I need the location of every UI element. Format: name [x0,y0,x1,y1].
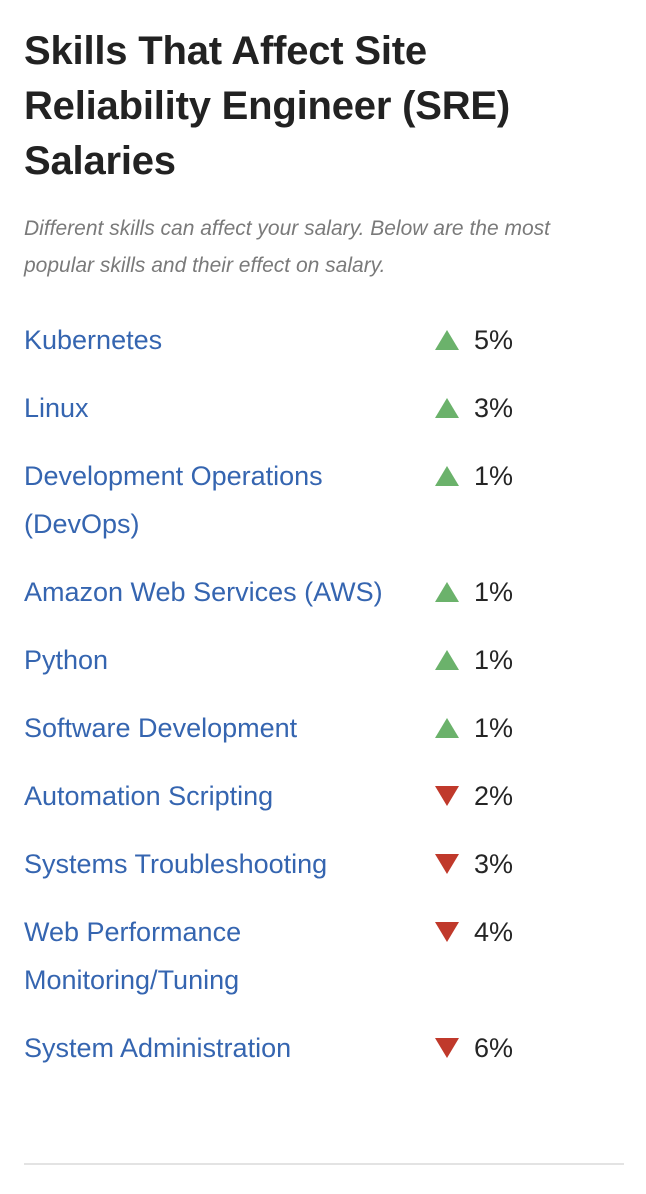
skill-effect-value: 1% [474,576,514,607]
up-arrow-icon [434,329,460,351]
skill-effect: 1% [434,452,513,500]
skill-effect-value: 1% [474,644,514,675]
up-arrow-icon [434,397,460,419]
skill-row: Web Performance Monitoring/Tuning 4% [24,908,622,1004]
up-arrow-icon [434,465,460,487]
skill-effect-value: 3% [474,392,514,423]
skill-link-web-performance[interactable]: Web Performance Monitoring/Tuning [24,917,242,995]
section-divider [24,1163,624,1165]
skill-effect: 1% [434,636,513,684]
skill-effect-value: 1% [474,460,514,491]
down-arrow-icon [434,921,460,943]
skill-link-automation-scripting[interactable]: Automation Scripting [24,781,274,811]
down-arrow-icon [434,1037,460,1059]
skills-list: Kubernetes 5% Linux 3% Development Opera… [24,316,622,1072]
skill-effect-value: 1% [474,712,514,743]
skill-row: Amazon Web Services (AWS) 1% [24,568,622,616]
skill-row: Kubernetes 5% [24,316,622,364]
skill-link-aws[interactable]: Amazon Web Services (AWS) [24,577,383,607]
skill-row: Development Operations (DevOps) 1% [24,452,622,548]
skill-effect-value: 6% [474,1032,514,1063]
skill-row: Software Development 1% [24,704,622,752]
skill-effect-value: 2% [474,780,514,811]
skill-row: Automation Scripting 2% [24,772,622,820]
skill-effect: 1% [434,704,513,752]
skill-link-python[interactable]: Python [24,645,109,675]
skill-link-software-development[interactable]: Software Development [24,713,298,743]
skill-row: System Administration 6% [24,1024,622,1072]
skill-effect: 3% [434,840,513,888]
skill-effect: 1% [434,568,513,616]
skill-effect: 6% [434,1024,513,1072]
skill-link-systems-troubleshooting[interactable]: Systems Troubleshooting [24,849,328,879]
skill-row: Systems Troubleshooting 3% [24,840,622,888]
skill-row: Python 1% [24,636,622,684]
skill-effect-value: 3% [474,848,514,879]
up-arrow-icon [434,649,460,671]
up-arrow-icon [434,581,460,603]
skill-effect-value: 5% [474,324,514,355]
skill-effect: 4% [434,908,513,956]
section-title: Skills That Affect Site Reliability Engi… [24,29,511,183]
skill-effect: 3% [434,384,513,432]
down-arrow-icon [434,853,460,875]
section-subtitle: Different skills can affect your salary.… [24,217,550,277]
skill-row: Linux 3% [24,384,622,432]
up-arrow-icon [434,717,460,739]
skill-effect: 2% [434,772,513,820]
skill-link-kubernetes[interactable]: Kubernetes [24,325,163,355]
skill-link-devops[interactable]: Development Operations (DevOps) [24,461,323,539]
skill-link-system-administration[interactable]: System Administration [24,1033,292,1063]
skill-effect-value: 4% [474,916,514,947]
down-arrow-icon [434,785,460,807]
skill-link-linux[interactable]: Linux [24,393,89,423]
skills-section: Skills That Affect Site Reliability Engi… [24,29,622,1072]
skill-effect: 5% [434,316,513,364]
